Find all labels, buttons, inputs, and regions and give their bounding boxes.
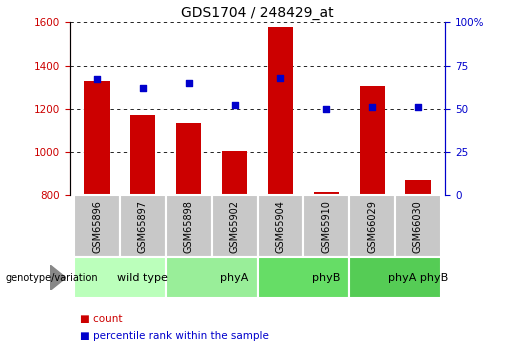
Bar [349, 195, 395, 257]
Bar [405, 180, 431, 195]
Text: phyB: phyB [312, 273, 340, 283]
Point [414, 104, 422, 110]
Text: GSM65910: GSM65910 [321, 200, 331, 253]
Point [368, 104, 376, 110]
Point [93, 77, 101, 82]
Text: ■ count: ■ count [80, 314, 123, 324]
Text: GSM65898: GSM65898 [184, 200, 194, 253]
Text: GSM65897: GSM65897 [138, 200, 148, 253]
Bar [166, 195, 212, 257]
Bar [74, 195, 120, 257]
Text: GSM66030: GSM66030 [413, 200, 423, 253]
Text: phyA: phyA [220, 273, 249, 283]
Text: GSM66029: GSM66029 [367, 200, 377, 253]
Text: GSM65902: GSM65902 [230, 200, 239, 253]
Text: GSM65896: GSM65896 [92, 200, 102, 253]
Bar [349, 257, 441, 298]
Bar [212, 195, 258, 257]
Bar [359, 86, 385, 195]
Text: wild type: wild type [117, 273, 168, 283]
Bar [314, 192, 339, 195]
Text: GSM65904: GSM65904 [276, 200, 285, 253]
Bar [268, 27, 293, 195]
Bar [84, 81, 110, 195]
Point [230, 102, 238, 108]
Point [184, 80, 193, 86]
Title: GDS1704 / 248429_at: GDS1704 / 248429_at [181, 6, 334, 20]
Bar [130, 115, 156, 195]
Text: phyA phyB: phyA phyB [388, 273, 448, 283]
Polygon shape [50, 265, 66, 290]
Bar [166, 257, 258, 298]
Bar [176, 123, 201, 195]
Bar [395, 195, 441, 257]
Point [139, 85, 147, 91]
Point [322, 106, 331, 111]
Bar [120, 195, 166, 257]
Point [277, 75, 285, 80]
Text: ■ percentile rank within the sample: ■ percentile rank within the sample [80, 332, 269, 341]
Bar [258, 195, 303, 257]
Text: genotype/variation: genotype/variation [5, 273, 98, 283]
Bar [303, 195, 349, 257]
Bar [222, 151, 247, 195]
Bar [258, 257, 349, 298]
Bar [74, 257, 166, 298]
